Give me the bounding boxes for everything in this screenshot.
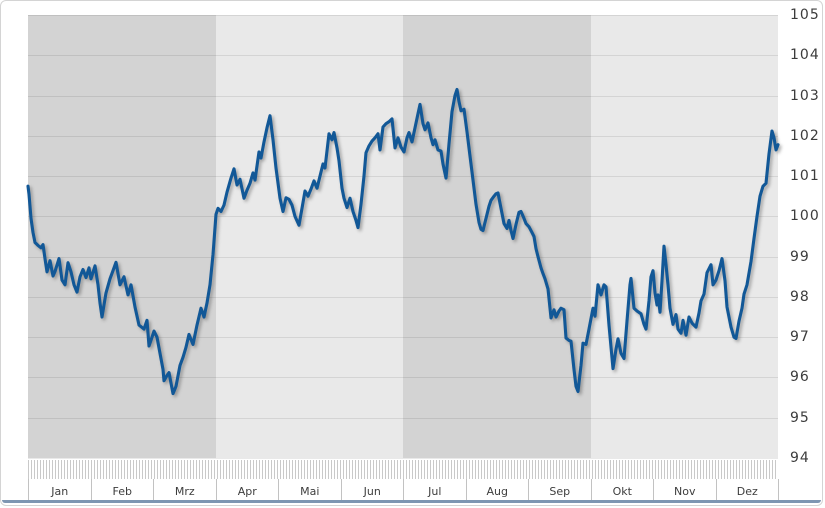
gridline-102 <box>28 135 778 137</box>
gridline-99 <box>28 256 778 258</box>
month-axis-end-separator <box>778 479 779 503</box>
y-axis-label-95: 95 <box>790 409 810 426</box>
y-axis-label-101: 101 <box>790 168 820 185</box>
gridline-97 <box>28 337 778 339</box>
month-label-jan: Jan <box>28 479 91 503</box>
month-label-jul: Jul <box>403 479 466 503</box>
gridline-103 <box>28 95 778 97</box>
gridline-96 <box>28 377 778 379</box>
y-axis-label-100: 100 <box>790 208 820 225</box>
gridline-100 <box>28 216 778 218</box>
y-axis-label-99: 99 <box>790 248 810 265</box>
gridline-104 <box>28 55 778 57</box>
quarter-band-okt-dez <box>590 15 778 458</box>
quarter-band-jul-sep <box>403 15 591 458</box>
gridline-95 <box>28 417 778 419</box>
quarter-band-jan-mrz <box>28 15 216 458</box>
month-label-jun: Jun <box>340 479 404 503</box>
month-label-feb: Feb <box>90 479 154 503</box>
gridline-105 <box>28 15 778 16</box>
y-axis-label-103: 103 <box>790 87 820 104</box>
y-axis-labels: 105 104 103 102 101 100 99 98 97 96 95 94 <box>787 1 822 471</box>
x-axis-month-labels: Jan Feb Mrz Apr Mai Jun Jul Aug Sep Okt Nov Dez <box>28 479 778 503</box>
month-label-aug: Aug <box>465 479 529 503</box>
y-axis-label-94: 94 <box>790 450 810 466</box>
chart-plot-area[interactable] <box>26 15 780 459</box>
y-axis-label-97: 97 <box>790 329 810 346</box>
bottom-accent-bar <box>2 500 821 503</box>
y-axis-label-96: 96 <box>790 369 810 386</box>
month-label-mrz: Mrz <box>153 479 216 503</box>
gridline-94 <box>28 458 778 459</box>
month-label-apr: Apr <box>215 479 279 503</box>
month-label-sep: Sep <box>528 479 591 503</box>
y-axis-label-102: 102 <box>790 127 820 144</box>
y-axis-label-98: 98 <box>790 288 810 305</box>
price-line <box>26 87 780 396</box>
gridline-98 <box>28 296 778 298</box>
y-axis-label-104: 104 <box>790 47 820 64</box>
month-label-nov: Nov <box>653 479 716 503</box>
month-label-mai: Mai <box>278 479 341 503</box>
y-axis-label-105: 105 <box>790 7 820 23</box>
price-line-chart <box>26 87 780 396</box>
month-label-dez: Dez <box>715 479 779 503</box>
gridline-101 <box>28 176 778 178</box>
x-axis-minor-ticks <box>28 460 778 479</box>
month-label-okt: Okt <box>590 479 654 503</box>
quarter-band-apr-jun <box>215 15 403 458</box>
